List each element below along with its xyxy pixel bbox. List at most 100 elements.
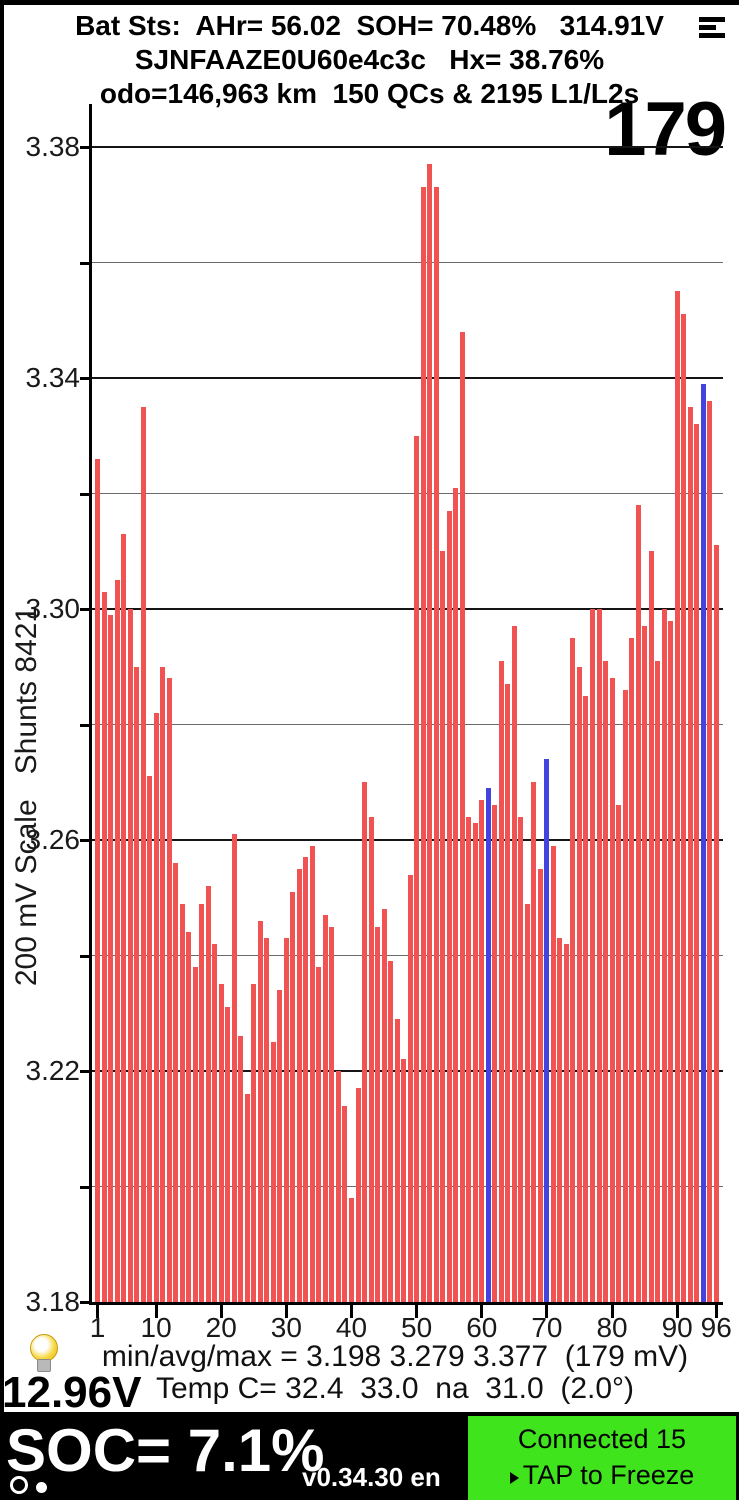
cell-bar-52 bbox=[427, 164, 433, 1302]
x-axis-label-80: 80 bbox=[596, 1312, 628, 1343]
x-axis-label-50: 50 bbox=[401, 1312, 433, 1343]
cell-bar-89 bbox=[668, 620, 674, 1302]
x-tick-1 bbox=[96, 1305, 99, 1318]
y-tick bbox=[80, 261, 91, 265]
cell-bar-70 bbox=[544, 759, 550, 1302]
cell-bar-64 bbox=[505, 684, 511, 1302]
x-tick-40 bbox=[350, 1305, 353, 1318]
soc-value: SOC= 7.1% bbox=[6, 1417, 325, 1484]
cell-bar-5 bbox=[121, 533, 127, 1302]
x-axis-line bbox=[89, 1302, 723, 1305]
cell-bar-32 bbox=[296, 868, 302, 1302]
cell-bar-29 bbox=[277, 990, 283, 1302]
cell-bar-36 bbox=[322, 915, 328, 1302]
cell-bar-48 bbox=[401, 1059, 407, 1302]
screen-left-border bbox=[0, 0, 4, 1412]
freeze-arrow-icon bbox=[509, 1472, 519, 1484]
cell-bar-27 bbox=[264, 938, 270, 1302]
cell-bar-72 bbox=[557, 938, 563, 1302]
cell-bar-44 bbox=[375, 926, 381, 1302]
cell-bar-90 bbox=[674, 291, 680, 1302]
delta-mv-value: 179 bbox=[604, 87, 727, 172]
cell-bar-12 bbox=[166, 678, 172, 1302]
gridline-3.38 bbox=[92, 146, 723, 148]
cell-bar-13 bbox=[173, 863, 179, 1302]
cell-bar-67 bbox=[524, 903, 530, 1302]
cell-bar-20 bbox=[218, 984, 224, 1302]
cell-bar-21 bbox=[225, 1007, 231, 1302]
y-tick bbox=[80, 146, 91, 149]
cell-bar-15 bbox=[186, 932, 192, 1302]
bulb-base bbox=[37, 1359, 51, 1372]
gridline-3.30 bbox=[92, 608, 723, 610]
soc-dot-mark bbox=[36, 1482, 47, 1493]
cell-bar-18 bbox=[205, 886, 211, 1302]
cell-bar-16 bbox=[192, 967, 198, 1302]
gridline-3.24 bbox=[92, 954, 723, 956]
bulb-icon[interactable] bbox=[28, 1334, 58, 1376]
x-axis-label-96: 96 bbox=[700, 1312, 732, 1343]
footer-bar: SOC= 7.1% v0.34.30 en Connected 15 TAP t… bbox=[0, 1412, 739, 1500]
cell-bar-62 bbox=[492, 805, 498, 1302]
y-tick bbox=[80, 723, 91, 727]
y-tick bbox=[80, 839, 91, 842]
y-tick bbox=[80, 1185, 91, 1189]
y-tick bbox=[80, 492, 91, 496]
cell-bar-86 bbox=[648, 551, 654, 1302]
cell-bar-45 bbox=[381, 909, 387, 1302]
x-tick-80 bbox=[610, 1305, 614, 1318]
menu-icon[interactable] bbox=[699, 17, 727, 43]
cell-bar-9 bbox=[147, 776, 153, 1302]
odometer-qc-line: odo=146,963 km 150 QCs & 2195 L1/L2s bbox=[99, 78, 640, 109]
cell-bar-33 bbox=[303, 857, 309, 1302]
cell-bar-51 bbox=[420, 187, 426, 1302]
cell-bar-85 bbox=[642, 626, 648, 1302]
gridline-3.36 bbox=[92, 261, 723, 263]
cell-bar-82 bbox=[622, 689, 628, 1302]
gridline-3.20 bbox=[92, 1185, 723, 1187]
gridline-3.26 bbox=[92, 839, 723, 841]
x-axis-label-60: 60 bbox=[466, 1312, 498, 1343]
cell-bar-7 bbox=[134, 666, 140, 1302]
vin-hx-line: SJNFAAZE0U60e4c3c Hx= 38.76% bbox=[134, 44, 605, 75]
cell-bar-53 bbox=[433, 187, 439, 1302]
x-tick-30 bbox=[284, 1305, 288, 1318]
x-axis-label-20: 20 bbox=[205, 1312, 237, 1343]
cell-bar-2 bbox=[101, 591, 107, 1302]
cell-bar-24 bbox=[244, 1094, 250, 1302]
temperature-line: Temp C= 32.4 33.0 na 31.0 (2.0°) bbox=[155, 1372, 635, 1405]
y-axis-title: 200 mV Scale Shunts 8421 bbox=[10, 605, 43, 987]
cell-bar-80 bbox=[609, 678, 615, 1302]
x-tick-90 bbox=[675, 1305, 679, 1318]
y-axis-label-3.22: 3.22 bbox=[25, 1055, 81, 1086]
cell-bar-30 bbox=[283, 938, 289, 1302]
cell-bar-10 bbox=[153, 712, 159, 1302]
y-tick bbox=[80, 377, 91, 380]
cell-bar-81 bbox=[616, 805, 622, 1302]
x-tick-20 bbox=[219, 1305, 223, 1318]
cell-bar-40 bbox=[349, 1198, 354, 1302]
cell-bar-91 bbox=[681, 314, 687, 1302]
cell-bar-34 bbox=[309, 845, 315, 1302]
cell-bar-1 bbox=[95, 458, 100, 1302]
cell-bar-61 bbox=[485, 788, 491, 1302]
cell-bar-54 bbox=[440, 551, 446, 1302]
cell-bar-75 bbox=[576, 666, 582, 1302]
gridline-3.22 bbox=[92, 1070, 723, 1072]
min-avg-max-line: min/avg/max = 3.198 3.279 3.377 (179 mV) bbox=[101, 1340, 689, 1373]
y-axis-label-3.18: 3.18 bbox=[25, 1286, 81, 1317]
cell-bar-60 bbox=[479, 799, 485, 1302]
cell-bar-55 bbox=[446, 510, 452, 1302]
x-axis-label-90: 90 bbox=[661, 1312, 693, 1343]
cell-bar-92 bbox=[687, 406, 693, 1302]
cell-bar-8 bbox=[140, 406, 146, 1302]
cell-bar-35 bbox=[316, 967, 322, 1302]
cell-bar-96 bbox=[713, 545, 719, 1302]
cell-bar-28 bbox=[270, 1042, 276, 1302]
gridline-3.32 bbox=[92, 492, 723, 494]
y-tick bbox=[80, 1301, 91, 1304]
connected-freeze-button[interactable]: Connected 15 TAP to Freeze bbox=[468, 1416, 736, 1500]
cell-bar-31 bbox=[290, 891, 296, 1302]
cell-bar-76 bbox=[583, 695, 589, 1302]
cell-bar-22 bbox=[231, 834, 237, 1302]
